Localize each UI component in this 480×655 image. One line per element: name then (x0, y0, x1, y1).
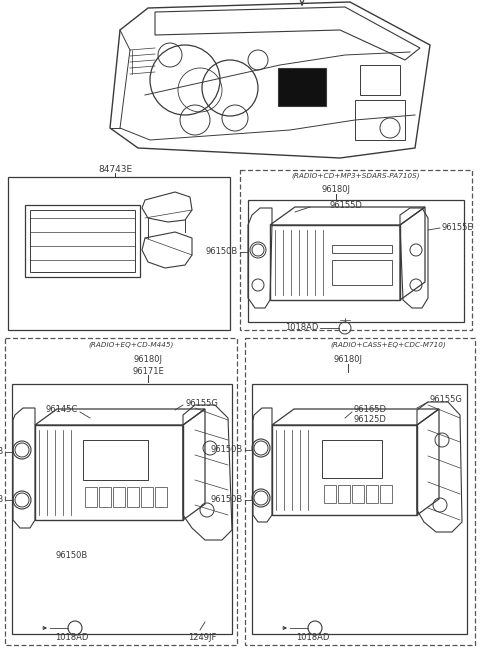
Bar (127, 487, 139, 507)
Bar (322, 440, 382, 478)
Bar (99, 487, 111, 507)
Text: 96165D: 96165D (354, 405, 387, 415)
Text: (RADIO+CD+MP3+SDARS-PA710S): (RADIO+CD+MP3+SDARS-PA710S) (292, 173, 420, 179)
Text: (RADIO+EQ+CD-M445): (RADIO+EQ+CD-M445) (88, 342, 173, 348)
Bar (352, 485, 364, 503)
Bar (248, 200, 464, 322)
Bar (355, 100, 405, 140)
Text: 96155G: 96155G (430, 396, 463, 405)
Bar (35, 425, 183, 520)
Bar (360, 65, 400, 95)
Bar (5, 338, 237, 645)
Bar (155, 487, 167, 507)
Text: 1018AD: 1018AD (296, 633, 329, 641)
Bar (332, 260, 392, 285)
Bar (113, 487, 125, 507)
Bar (240, 170, 472, 330)
Text: 96155D: 96155D (330, 200, 363, 210)
Text: (RADIO+CASS+EQ+CDC-M710): (RADIO+CASS+EQ+CDC-M710) (330, 342, 446, 348)
Bar (366, 485, 378, 503)
Text: 1249JF: 1249JF (188, 633, 216, 641)
Bar (141, 487, 153, 507)
Text: 96180J: 96180J (322, 185, 350, 195)
Bar (252, 384, 467, 634)
Bar (30, 210, 135, 272)
Text: 96150B: 96150B (55, 550, 87, 559)
Text: 1018AD: 1018AD (285, 324, 318, 333)
Bar (324, 485, 336, 503)
Text: 96155G: 96155G (185, 398, 218, 407)
Text: 96125D: 96125D (354, 415, 387, 424)
Bar (338, 485, 350, 503)
Bar (25, 205, 140, 277)
Bar (83, 440, 148, 480)
Bar (278, 68, 326, 106)
Text: 96150B: 96150B (0, 447, 4, 457)
Text: 96150B: 96150B (211, 445, 243, 455)
Bar (270, 225, 400, 300)
Bar (332, 245, 392, 253)
Text: 1018AD: 1018AD (55, 633, 88, 641)
Text: 96150B: 96150B (211, 495, 243, 504)
Bar (380, 485, 392, 503)
Bar (272, 425, 417, 515)
Bar (12, 384, 232, 634)
Text: 96180J: 96180J (133, 356, 163, 364)
Bar (85, 487, 97, 507)
Text: 96171E: 96171E (132, 367, 164, 375)
Text: 96150B: 96150B (206, 248, 238, 257)
Text: 96145C: 96145C (46, 405, 78, 415)
Bar (245, 338, 475, 645)
Text: 96155E: 96155E (442, 223, 474, 231)
Text: 96150B: 96150B (0, 495, 4, 504)
Text: 84743E: 84743E (98, 166, 132, 174)
Bar (8, 177, 230, 330)
Text: 96180J: 96180J (334, 356, 362, 364)
